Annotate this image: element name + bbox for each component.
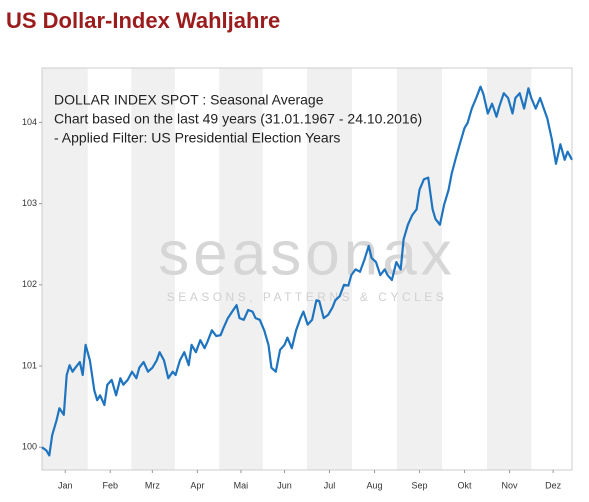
- watermark-logo: seasonax: [158, 219, 455, 288]
- y-tick-label: 102: [22, 279, 37, 289]
- chart-title: US Dollar-Index Wahljahre: [6, 8, 280, 33]
- series-line: [41, 85, 573, 457]
- watermark-tagline: SEASONS, PATTERNS & CYCLES: [167, 290, 448, 304]
- annotation: DOLLAR INDEX SPOT : Seasonal Average: [54, 92, 324, 108]
- x-tick-label: Mrz: [145, 480, 160, 490]
- x-tick-label: Okt: [458, 480, 473, 490]
- month-band: [307, 68, 353, 470]
- month-band: [397, 68, 443, 470]
- x-tick-label: Sep: [412, 480, 428, 490]
- x-tick-label: Nov: [502, 480, 519, 490]
- y-tick-label: 104: [22, 117, 37, 127]
- x-tick-label: Mai: [234, 480, 249, 490]
- y-tick-label: 101: [22, 360, 37, 370]
- plot-frame: [41, 67, 573, 471]
- x-tick-label: Jul: [324, 480, 336, 490]
- month-band: [131, 68, 175, 470]
- x-tick-label: Apr: [190, 480, 204, 490]
- x-tick-label: Aug: [367, 480, 383, 490]
- y-tick-label: 100: [22, 442, 37, 452]
- annotation: - Applied Filter: US Presidential Electi…: [54, 130, 340, 146]
- x-tick-label: Jan: [58, 480, 73, 490]
- x-tick-label: Dez: [545, 480, 562, 490]
- annotation: Chart based on the last 49 years (31.01.…: [54, 111, 422, 127]
- x-tick-label: Feb: [102, 480, 118, 490]
- y-tick-label: 103: [22, 198, 37, 208]
- month-band: [219, 68, 263, 470]
- x-tick-label: Jun: [277, 480, 292, 490]
- month-band: [487, 68, 532, 470]
